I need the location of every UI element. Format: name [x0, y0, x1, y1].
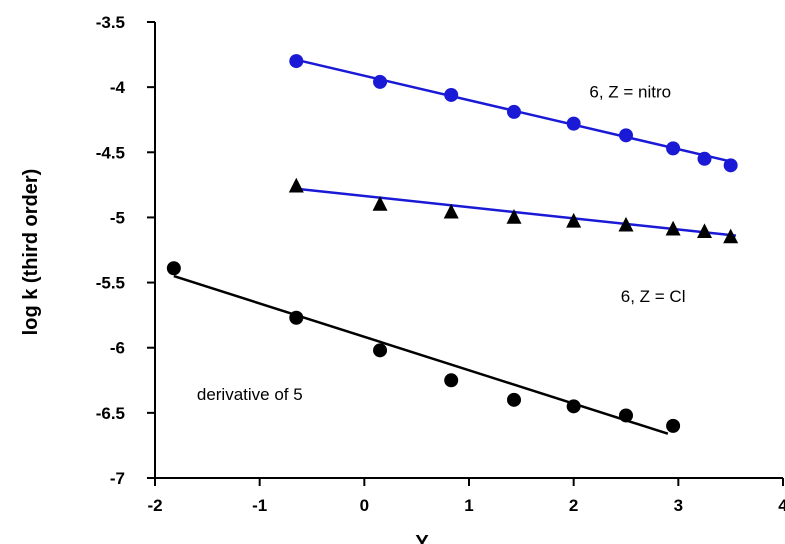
series-annotation: derivative of 5	[197, 385, 303, 404]
data-markers	[166, 54, 739, 433]
data-point-series-1	[618, 216, 634, 232]
y-tick-label: -5	[110, 208, 125, 227]
data-point-series-1	[723, 228, 739, 244]
data-point-series-2	[373, 343, 388, 358]
data-point-series-0	[566, 116, 581, 131]
data-point-series-1	[288, 177, 304, 193]
data-point-series-1	[372, 196, 388, 211]
data-point-series-2	[507, 392, 522, 407]
data-point-series-2	[666, 418, 681, 433]
x-tick-label: 0	[360, 496, 369, 515]
data-point-series-0	[697, 151, 712, 166]
x-tick-label: 4	[778, 496, 785, 515]
x-axis-title: Y	[415, 532, 429, 544]
x-ticks: -2 -1 0 1 2 3 4	[147, 478, 785, 515]
fit-line-series-2	[173, 274, 669, 435]
data-point-series-0	[373, 74, 388, 89]
x-tick-label: 3	[674, 496, 683, 515]
data-point-series-0	[444, 87, 459, 102]
data-point-series-2	[619, 408, 633, 423]
x-tick-label: -1	[252, 496, 267, 515]
data-point-series-1	[443, 203, 459, 219]
data-point-series-2	[289, 310, 304, 325]
y-tick-label: -5.5	[96, 274, 125, 293]
y-axis-title: log k (third order)	[20, 169, 42, 336]
data-point-series-2	[166, 261, 181, 276]
x-tick-label: 1	[464, 496, 473, 515]
x-tick-label: -2	[147, 496, 162, 515]
data-point-series-1	[566, 212, 582, 228]
plot-area: -2 -1 0 1 2 3 4 -3.5 -4 -4.5 -5 -5.5 -6 -6.5 -7 6, Z …	[96, 13, 785, 515]
data-point-series-0	[289, 54, 304, 69]
data-point-series-1	[665, 220, 681, 236]
data-point-series-2	[566, 399, 581, 414]
data-point-series-0	[723, 158, 738, 173]
x-tick-label: 2	[569, 496, 578, 515]
y-tick-label: -6.5	[96, 404, 125, 423]
y-tick-label: -4.5	[96, 143, 125, 162]
data-point-series-0	[507, 104, 522, 119]
data-point-series-1	[697, 223, 712, 239]
y-tick-label: -3.5	[96, 13, 125, 32]
y-tick-label: -4	[110, 78, 126, 97]
data-point-series-0	[619, 128, 633, 143]
data-point-series-1	[506, 209, 522, 224]
fit-line-series-1	[296, 187, 737, 237]
y-tick-label: -7	[110, 469, 125, 488]
data-point-series-0	[666, 141, 681, 156]
series-annotation: 6, Z = Cl	[621, 287, 686, 306]
data-point-series-2	[444, 373, 459, 388]
y-ticks: -3.5 -4 -4.5 -5 -5.5 -6 -6.5 -7	[96, 13, 155, 488]
series-annotation: 6, Z = nitro	[589, 83, 671, 102]
annotations: 6, Z = nitro 6, Z = Cl derivative of 5	[197, 83, 686, 404]
y-tick-label: -6	[110, 339, 125, 358]
